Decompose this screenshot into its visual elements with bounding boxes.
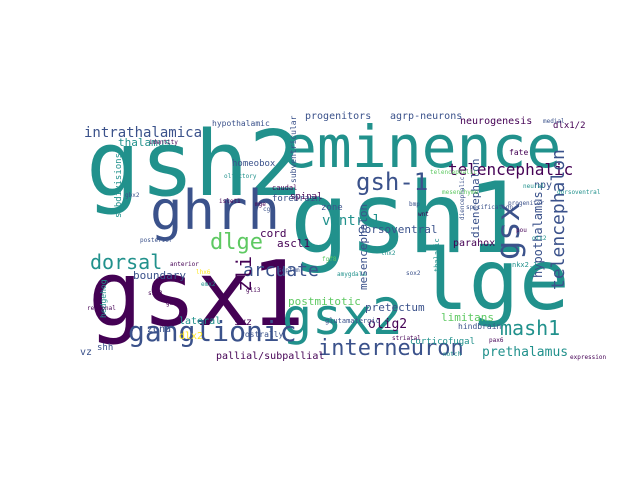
cloud-word: thalamus [118,136,171,149]
cloud-word: pax6 [489,337,504,344]
cloud-word: amygdala [337,271,366,278]
cloud-word: agrp-neurons [390,111,463,122]
cloud-word: cge [263,206,274,213]
cloud-word: anterior [170,261,199,268]
cloud-word: eminence [282,113,562,181]
cloud-word: interneuron [318,336,464,361]
cloud-word: lateral [179,316,222,327]
cloud-word: dorsoventral [557,189,601,196]
cloud-word: regional [87,305,116,312]
cloud-word: thalamic [433,238,441,272]
cloud-word: pallial/subpallial [216,351,325,362]
cloud-word: gsx1 [88,242,305,347]
cloud-word: olig2 [368,317,408,332]
cloud-word: caudal [272,184,298,192]
cloud-word: notch [443,351,462,358]
cloud-word: progenitors [305,111,372,122]
cloud-word: dlge [210,230,263,255]
cloud-word: gbx2 [125,192,140,199]
cloud-word: identity [149,139,178,146]
cloud-word: npy [534,180,553,191]
cloud-word: wnt [418,211,429,218]
cloud-word: hypothalamic [212,119,270,128]
cloud-word: neurogenesis [460,116,533,127]
cloud-word: zona [147,324,172,335]
cloud-word: homeobox [232,159,276,169]
cloud-word: corticofugal [410,337,476,347]
cloud-word: gsh2 [86,112,303,217]
cloud-word: medial [543,118,565,125]
cloud-word: cord [260,227,287,240]
cloud-word: fate [509,148,529,157]
cloud-word: intrathalamica [84,125,203,141]
cloud-word: forebrain [272,194,321,204]
cloud-word: telencephalic [448,160,574,179]
cloud-word: ganglionic [128,315,297,348]
cloud-word: gsh-1 [356,168,429,196]
cloud-word: postmitotic [288,295,361,308]
cloud-word: mash1 [500,316,561,340]
cloud-word: ascl1 [277,237,311,250]
cloud-word: lge [418,231,570,329]
cloud-word: emx2 [201,281,216,288]
cloud-word: ghrh [150,179,281,242]
cloud-word: hindbrain [458,322,502,331]
cloud-word: parahox [453,238,496,249]
cloud-word: pou [516,227,527,234]
cloud-word: mge [255,201,266,208]
cloud-word: neural [523,183,545,190]
cloud-word: svz [234,317,253,328]
cloud-word: islet1 [219,198,241,205]
cloud-word: olfactory [224,173,257,180]
cloud-word: striatal [392,335,421,342]
cloud-word: dorsoventral [358,223,438,236]
cloud-word: sox2 [406,270,421,277]
cloud-word: dlx1/2 [553,121,586,131]
cloud-word: arcuate [243,260,319,281]
cloud-word: glutamatergic [325,317,380,325]
cloud-word: telencephalon [548,149,569,290]
cloud-word: shh [97,343,114,353]
cloud-word: nkx2.1 [512,261,538,269]
cloud-word: otx2 [532,235,547,242]
cloud-word: gad1 [166,300,181,307]
cloud-word: progenitor [508,200,545,207]
cloud-word: gsh1 [290,162,527,276]
cloud-word: lhx6 [196,269,211,276]
cloud-word: ventral [322,213,382,229]
cloud-word: lhx2 [381,250,396,257]
cloud-word: mesenchyme [442,189,479,196]
cloud-word: dorsal [90,250,163,274]
cloud-word: gsx2 [282,288,403,346]
cloud-word: septum [278,267,300,274]
cloud-word: spinal [290,192,323,202]
cloud-word: zone [321,203,343,213]
cloud-word: gli3 [246,287,261,294]
cloud-word: six3 [148,290,163,297]
cloud-word: limitans [441,311,494,324]
cloud-word: subdivisions [114,152,124,218]
cloud-word: specification [466,204,513,211]
cloud-word: subventricular [289,115,298,183]
cloud-word: dlx2 [179,331,204,342]
cloud-word: rostrally [240,330,284,339]
cloud-word: posterior [140,237,173,244]
cloud-word: hedgehog [99,279,108,318]
cloud-word: expression [570,354,607,361]
cloud-word: boundary [133,269,186,282]
cloud-word: diencephalic [459,176,466,220]
cloud-word: prethalamus [482,345,569,360]
cloud-word: telencephalic [430,169,477,176]
cloud-word: fgf8 [322,256,337,263]
cloud-word: bmp [409,201,420,208]
cloud-word: pretectum [365,301,425,314]
cloud-word: vz [80,347,93,358]
